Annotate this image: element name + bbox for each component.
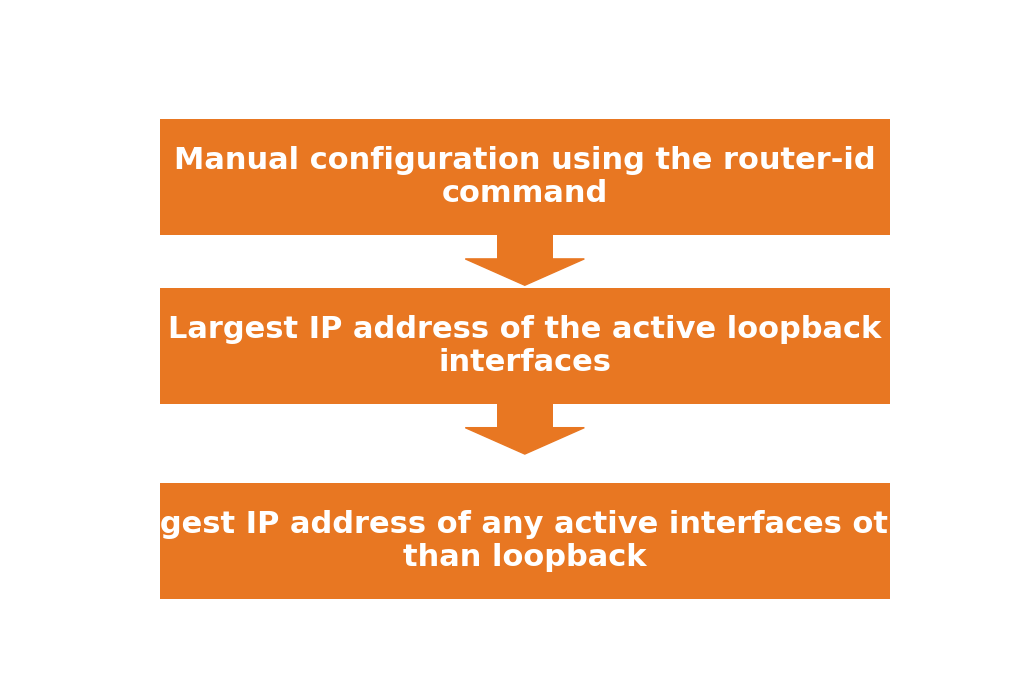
Text: Largest IP address of any active interfaces other
than loopback: Largest IP address of any active interfa… <box>104 510 945 573</box>
Bar <box>497 404 553 427</box>
Bar <box>160 483 890 599</box>
Text: Manual configuration using the router-id
command: Manual configuration using the router-id… <box>174 146 876 208</box>
Bar <box>160 119 890 235</box>
Text: Largest IP address of the active loopback
interfaces: Largest IP address of the active loopbac… <box>168 314 882 377</box>
Bar <box>497 235 553 259</box>
Polygon shape <box>465 427 585 454</box>
Polygon shape <box>465 259 585 285</box>
Bar <box>160 288 890 404</box>
